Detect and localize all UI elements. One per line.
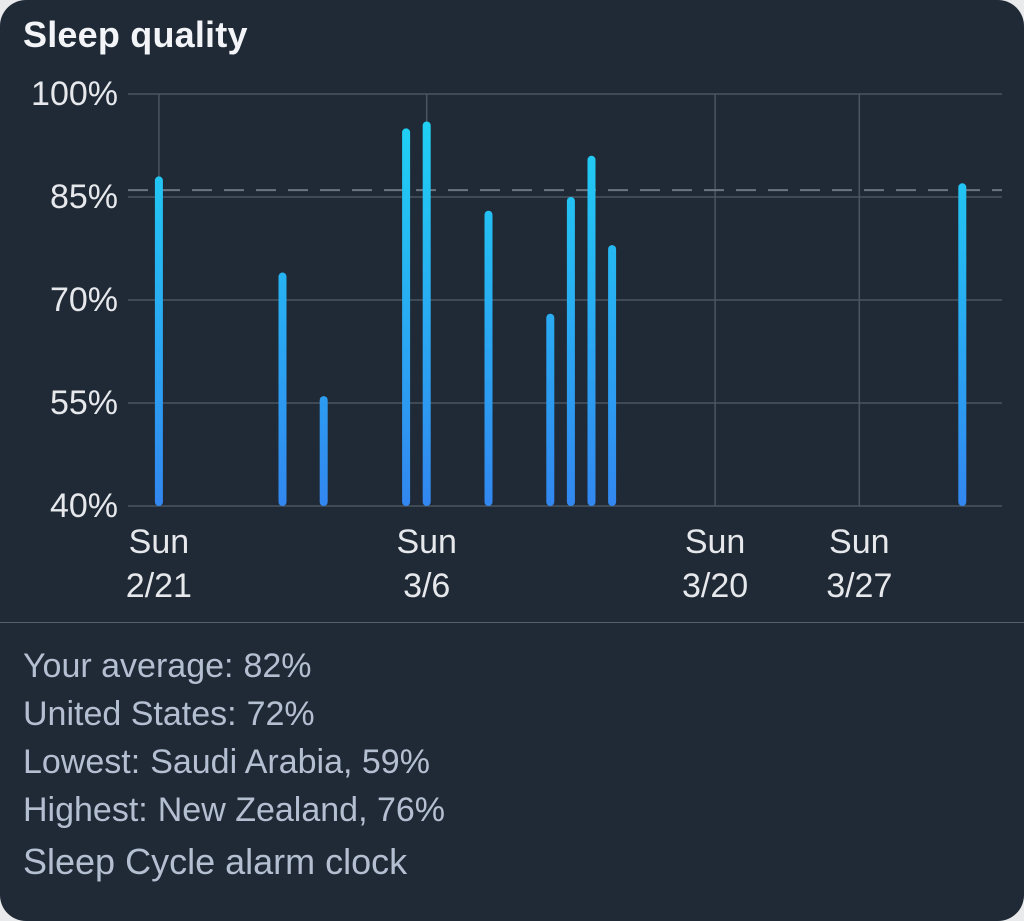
x-tick-label-date: 3/27 xyxy=(826,567,892,605)
stats-panel: Your average: 82% United States: 72% Lowes… xyxy=(23,642,445,834)
x-tick-label-day: Sun xyxy=(396,523,457,561)
y-tick-label: 70% xyxy=(50,281,118,319)
y-tick-label: 100% xyxy=(31,75,118,113)
us-value: 72% xyxy=(246,695,315,733)
y-tick-label: 40% xyxy=(50,487,118,525)
x-tick-label-date: 2/21 xyxy=(126,567,192,605)
x-tick-label: Sun 3/27 xyxy=(826,523,892,605)
lowest-stat: Lowest: Saudi Arabia, 59% xyxy=(23,738,445,786)
lowest-value: Saudi Arabia, 59% xyxy=(150,743,430,781)
x-tick-label-day: Sun xyxy=(685,523,746,561)
lowest-label: Lowest: xyxy=(23,743,141,781)
highest-value: New Zealand, 76% xyxy=(157,791,446,829)
divider xyxy=(0,622,1024,623)
x-tick-label-day: Sun xyxy=(129,523,190,561)
x-axis-labels: Sun 2/21 Sun 3/6 Sun 3/20 Sun 3/27 xyxy=(126,523,893,605)
average-label: Your average: xyxy=(23,647,234,685)
y-tick-label: 55% xyxy=(50,384,118,422)
chart-title: Sleep quality xyxy=(23,14,248,55)
highest-stat: Highest: New Zealand, 76% xyxy=(23,786,445,834)
x-tick-label: Sun 3/20 xyxy=(682,523,748,605)
average-stat: Your average: 82% xyxy=(23,642,445,690)
x-tick-label: Sun 2/21 xyxy=(126,523,192,605)
us-stat: United States: 72% xyxy=(23,690,445,738)
x-tick-label-date: 3/20 xyxy=(682,567,748,605)
average-value: 82% xyxy=(243,647,312,685)
y-tick-label: 85% xyxy=(50,178,118,216)
y-axis-labels: 100% 85% 70% 55% 40% xyxy=(31,75,118,525)
highest-label: Highest: xyxy=(23,791,148,829)
x-tick-label-day: Sun xyxy=(829,523,890,561)
us-label: United States: xyxy=(23,695,237,733)
bars xyxy=(154,121,967,506)
x-tick-label-date: 3/6 xyxy=(403,567,450,605)
sleep-quality-chart: 100%85%70%55%40% Sun2/21Sun3/6Sun3/20Sun… xyxy=(31,75,1002,605)
grid xyxy=(128,93,1002,507)
x-tick-label: Sun 3/6 xyxy=(396,523,457,605)
brand-label: Sleep Cycle alarm clock xyxy=(23,841,408,882)
